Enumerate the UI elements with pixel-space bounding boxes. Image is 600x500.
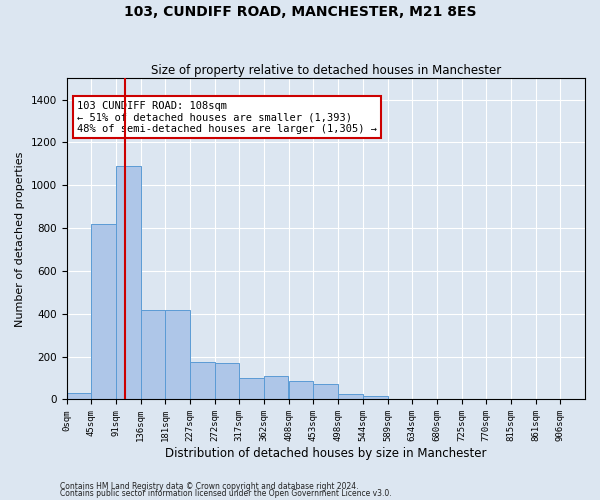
Bar <box>239 378 264 400</box>
Bar <box>338 394 362 400</box>
Text: Contains HM Land Registry data © Crown copyright and database right 2024.: Contains HM Land Registry data © Crown c… <box>60 482 359 491</box>
Bar <box>67 393 91 400</box>
Text: 103, CUNDIFF ROAD, MANCHESTER, M21 8ES: 103, CUNDIFF ROAD, MANCHESTER, M21 8ES <box>124 5 476 19</box>
Title: Size of property relative to detached houses in Manchester: Size of property relative to detached ho… <box>151 64 501 77</box>
X-axis label: Distribution of detached houses by size in Manchester: Distribution of detached houses by size … <box>165 447 487 460</box>
Text: 103 CUNDIFF ROAD: 108sqm
← 51% of detached houses are smaller (1,393)
48% of sem: 103 CUNDIFF ROAD: 108sqm ← 51% of detach… <box>77 100 377 134</box>
Bar <box>91 224 116 400</box>
Bar <box>190 362 215 400</box>
Bar <box>289 382 313 400</box>
Bar <box>363 396 388 400</box>
Bar <box>140 310 165 400</box>
Text: Contains public sector information licensed under the Open Government Licence v3: Contains public sector information licen… <box>60 489 392 498</box>
Bar <box>264 376 289 400</box>
Y-axis label: Number of detached properties: Number of detached properties <box>15 151 25 326</box>
Bar <box>165 310 190 400</box>
Bar <box>215 363 239 400</box>
Bar <box>116 166 140 400</box>
Bar <box>313 384 338 400</box>
